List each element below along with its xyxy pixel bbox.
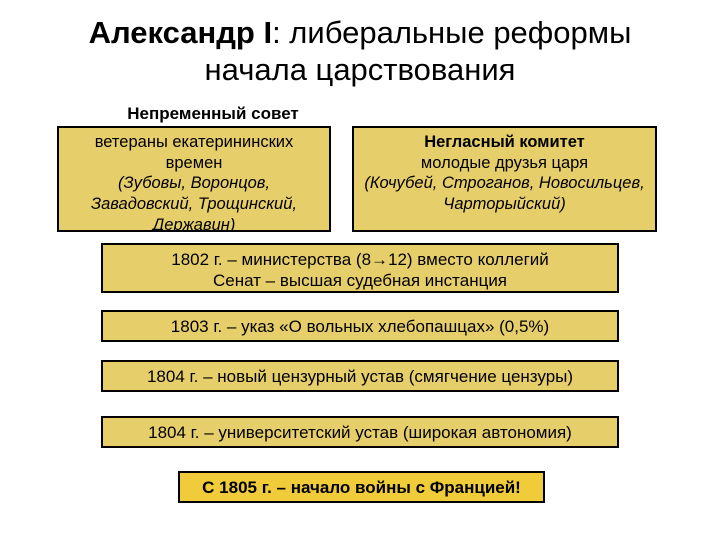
reform-bar-3: 1804 г. – новый цензурный устав (смягчен… [101, 360, 619, 392]
final-bar: С 1805 г. – начало войны с Францией! [178, 471, 545, 503]
reform-bar-2: 1803 г. – указ «О вольных хлебопашцах» (… [101, 310, 619, 342]
box-left-line2: времен [67, 153, 321, 174]
title-bold: Александр I [89, 15, 272, 50]
box-left-line1: ветераны екатерининских [67, 132, 321, 153]
reform-bar-1: 1802 г. – министерства (8→12) вместо кол… [101, 243, 619, 293]
box-right-title: Негласный комитет [362, 132, 647, 153]
box-right-line1: молодые друзья царя [362, 153, 647, 174]
box-right: Негласный комитет молодые друзья царя (К… [352, 126, 657, 232]
bar1-line2: Сенат – высшая судебная инстанция [109, 270, 611, 291]
bar1-line1: 1802 г. – министерства (8→12) вместо кол… [109, 249, 611, 270]
slide-title: Александр I: либеральные реформы начала … [0, 0, 720, 96]
box-right-line2: (Кочубей, Строганов, Новосильцев, Чартор… [362, 173, 647, 214]
box-left-line3: (Зубовы, Воронцов, Завадовский, Трощинск… [67, 173, 321, 232]
reform-bar-4: 1804 г. – университетский устав (широкая… [101, 416, 619, 448]
top-label: Непременный совет [98, 104, 328, 124]
box-left: ветераны екатерининских времен (Зубовы, … [57, 126, 331, 232]
